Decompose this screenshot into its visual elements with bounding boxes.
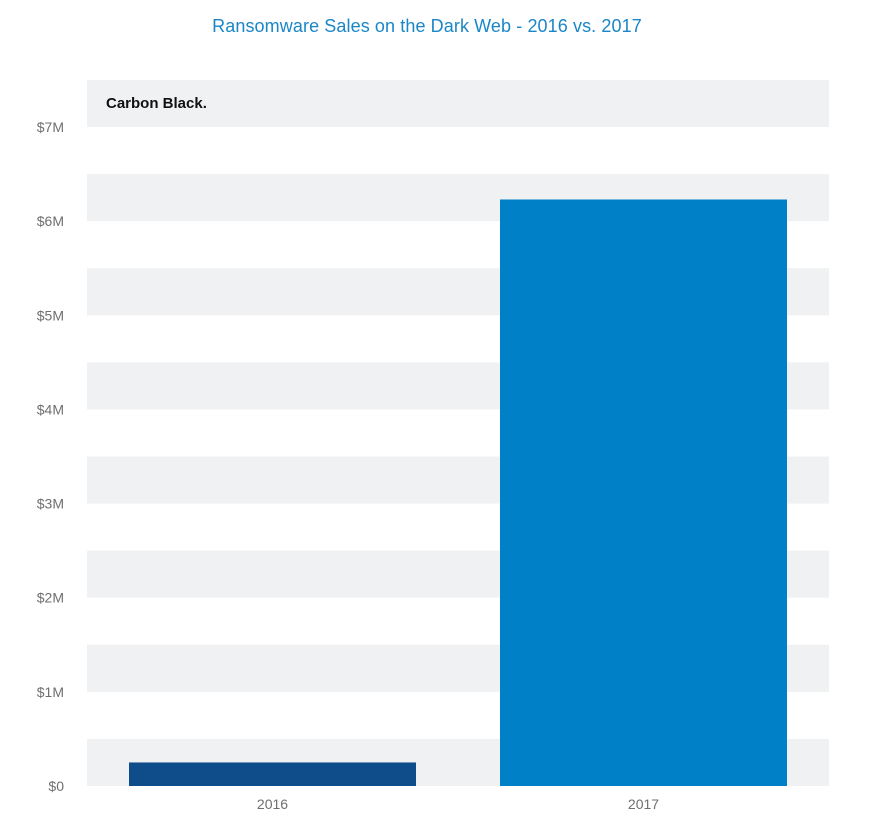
- x-tick-label: 2017: [628, 796, 659, 812]
- carbon-black-logo: Carbon Black.: [106, 95, 207, 112]
- y-tick-label: $4M: [37, 401, 64, 417]
- y-tick-label: $5M: [37, 307, 64, 323]
- y-tick-label: $1M: [37, 684, 64, 700]
- y-tick-label: $3M: [37, 496, 64, 512]
- y-tick-label: $6M: [37, 213, 64, 229]
- y-axis-ticks: $0 $1M $2M $3M $4M $5M $6M $7M: [37, 119, 64, 794]
- y-tick-label: $0: [48, 778, 64, 794]
- x-tick-label: 2016: [257, 796, 288, 812]
- grid-band: [87, 79, 829, 127]
- x-axis-ticks: 2016 2017: [257, 796, 659, 812]
- bar-2016: [129, 762, 416, 786]
- y-tick-label: $7M: [37, 119, 64, 135]
- y-tick-label: $2M: [37, 590, 64, 606]
- bar-2017: [500, 199, 787, 787]
- bars: [129, 199, 787, 787]
- chart-title: Ransomware Sales on the Dark Web - 2016 …: [212, 16, 642, 36]
